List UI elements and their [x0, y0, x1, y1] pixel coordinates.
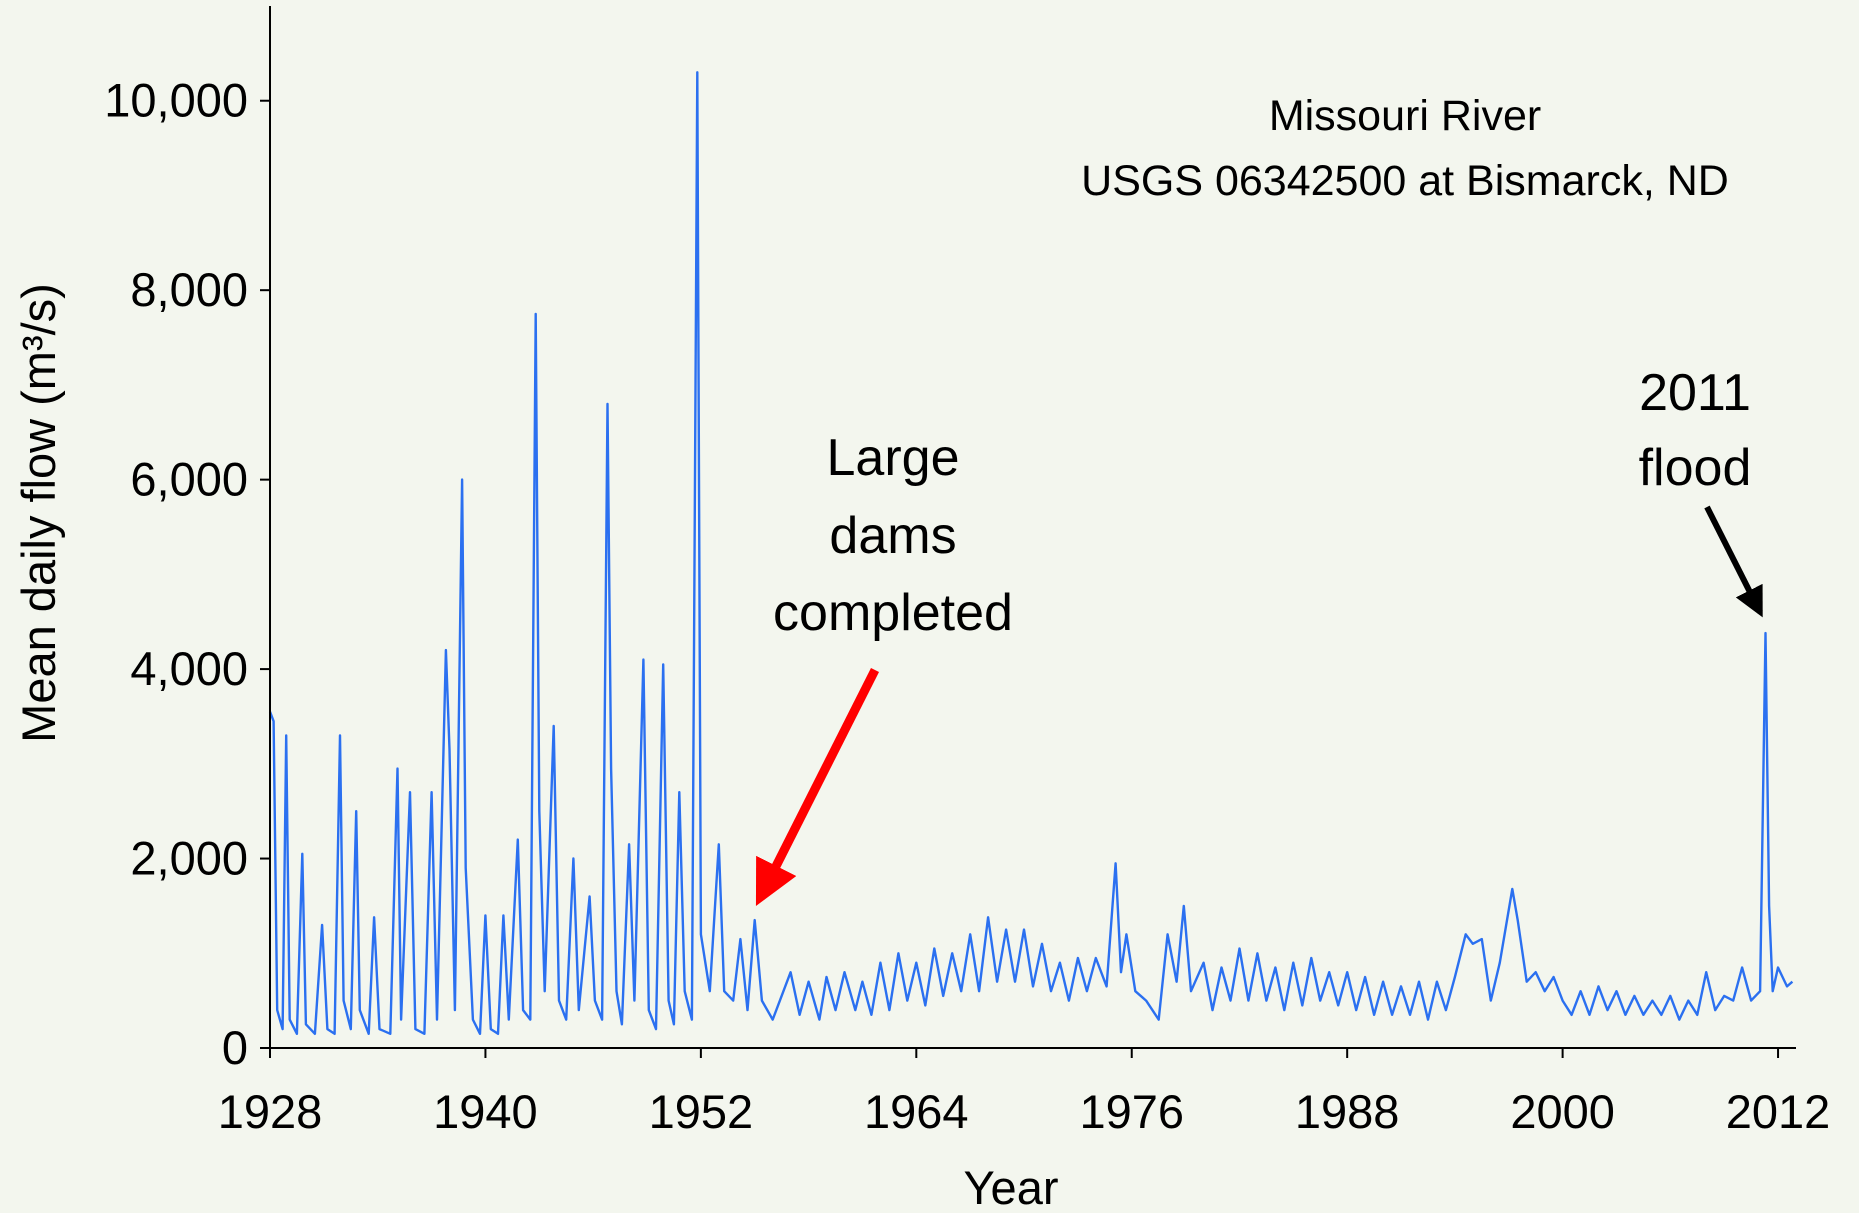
y-tick-label: 0: [222, 1021, 248, 1074]
chart-title: Missouri River: [1269, 92, 1541, 140]
x-tick-label: 1940: [433, 1085, 538, 1138]
y-tick-label: 2,000: [130, 832, 248, 885]
x-axis-label: Year: [964, 1161, 1059, 1213]
annotation: dams: [829, 507, 956, 565]
x-tick-label: 1988: [1295, 1085, 1400, 1138]
y-tick-label: 4,000: [130, 642, 248, 695]
y-tick-label: 8,000: [130, 263, 248, 316]
y-axis-label: Mean daily flow (m³/s): [12, 283, 65, 743]
annotation: completed: [773, 584, 1013, 642]
chart-subtitle: USGS 06342500 at Bismarck, ND: [1081, 157, 1729, 205]
x-tick-label: 1928: [218, 1085, 323, 1138]
annotation-arrow: [1704, 505, 1763, 618]
y-tick-label: 6,000: [130, 453, 248, 506]
x-tick-label: 2000: [1510, 1085, 1615, 1138]
annotation: 2011: [1639, 364, 1751, 422]
x-tick-label: 1976: [1079, 1085, 1184, 1138]
flow-line: [268, 71, 1794, 1035]
y-tick-label: 10,000: [104, 74, 248, 127]
annotation: flood: [1639, 439, 1752, 497]
x-tick-label: 2012: [1726, 1085, 1831, 1138]
x-tick-label: 1964: [864, 1085, 969, 1138]
annotation: Large: [827, 429, 960, 487]
annotation-arrow: [755, 667, 880, 907]
x-tick-label: 1952: [649, 1085, 754, 1138]
